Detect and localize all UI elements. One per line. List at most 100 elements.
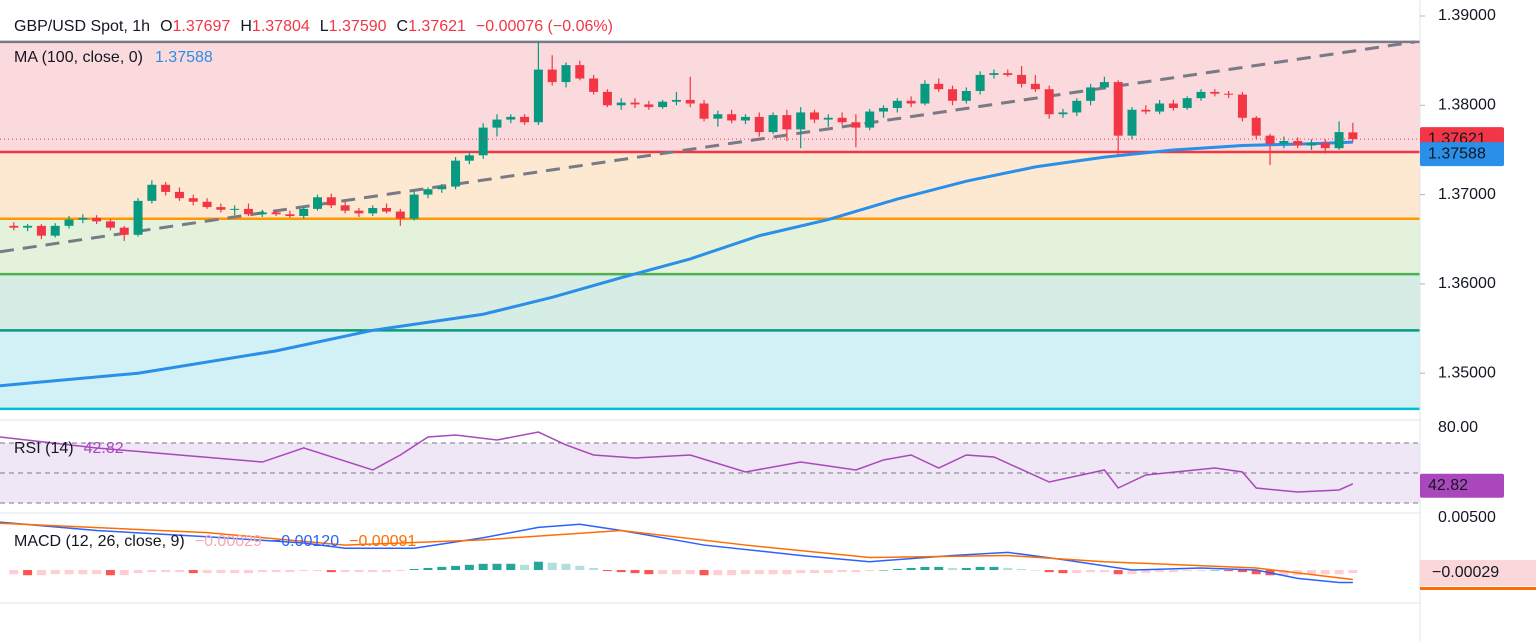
- candle-body: [644, 104, 654, 108]
- macd-histogram-bar: [340, 570, 350, 573]
- candle-body: [685, 99, 695, 104]
- rsi-badge-bg: [1420, 473, 1504, 498]
- candle-body: [520, 116, 530, 123]
- candle-body: [823, 117, 833, 120]
- candle-body: [9, 225, 19, 228]
- macd-histogram-bar: [1182, 570, 1192, 572]
- macd-histogram-bar: [161, 570, 171, 573]
- candle-body: [975, 74, 985, 92]
- rsi-line: [0, 431, 1354, 493]
- macd-histogram-bar: [851, 570, 861, 573]
- low-label: L: [320, 18, 329, 35]
- candle-body: [602, 91, 612, 106]
- macd-histogram-bar: [299, 570, 309, 572]
- candle-body: [50, 225, 60, 236]
- candle-body: [1099, 82, 1109, 88]
- macd-histogram-bar: [575, 565, 585, 571]
- macd-histogram-bar: [961, 567, 971, 571]
- level-band: [0, 218, 1420, 275]
- macd-histogram-bar: [202, 570, 212, 574]
- macd-histogram-bar: [1168, 570, 1178, 573]
- candle-body: [506, 116, 516, 120]
- candle-body: [630, 102, 640, 105]
- macd-histogram-bar: [630, 570, 640, 574]
- macd-histogram-bar: [699, 570, 709, 576]
- candle-body: [161, 184, 171, 192]
- macd-histogram-bar: [119, 570, 129, 576]
- macd-histogram-bar: [78, 570, 88, 575]
- candle-body: [1265, 135, 1275, 144]
- candle-body: [437, 186, 447, 190]
- macd-histogram-bar: [547, 562, 557, 571]
- macd-histogram-bar: [1003, 567, 1013, 571]
- macd-histogram-bar: [271, 570, 281, 573]
- candle-body: [658, 101, 668, 108]
- rsi-badge: 42.82: [1428, 477, 1468, 494]
- candle-body: [727, 114, 737, 121]
- candle-body: [105, 221, 115, 228]
- candle-body: [547, 69, 557, 83]
- candle-body: [796, 112, 806, 130]
- signal-value: −0.00091: [349, 533, 416, 550]
- candle-body: [1155, 103, 1165, 112]
- header: GBP/USD Spot, 1h O1.37697 H1.37804 L1.37590…: [14, 18, 613, 35]
- candle-body: [809, 112, 819, 120]
- candle-body: [326, 197, 336, 206]
- candle-body: [174, 191, 184, 199]
- open-label: O: [160, 18, 172, 35]
- candle-body: [64, 219, 74, 226]
- candle-body: [1182, 98, 1192, 108]
- rsi-tick-label: 80.00: [1438, 419, 1478, 436]
- macd-histogram-bar: [644, 570, 654, 575]
- candle-body: [1044, 89, 1054, 115]
- candle-body: [133, 200, 143, 235]
- candle-body: [1072, 100, 1082, 113]
- candle-body: [340, 205, 350, 211]
- macd-histogram-bar: [313, 570, 323, 572]
- macd-histogram-bar: [1224, 570, 1234, 572]
- candle-body: [202, 201, 212, 208]
- candle-body: [561, 65, 571, 83]
- candle-body: [575, 65, 585, 79]
- open-value: 1.37697: [173, 18, 231, 35]
- macd-histogram-bar: [1086, 570, 1096, 573]
- candle-body: [382, 207, 392, 212]
- macd-label: MACD (12, 26, close, 9) −0.00029 −0.00120−…: [14, 533, 416, 550]
- macd-histogram-bar: [602, 570, 612, 572]
- rsi-label: RSI (14) 42.82: [14, 440, 124, 457]
- candle-body: [1251, 117, 1261, 136]
- macd-histogram-bar: [354, 570, 364, 573]
- macd-histogram-bar: [975, 566, 985, 571]
- macd-histogram-bar: [782, 570, 792, 575]
- candle-body: [533, 69, 543, 123]
- macd-histogram-bar: [92, 570, 102, 575]
- macd-histogram-bar: [1196, 570, 1206, 572]
- macd-histogram-bar: [105, 570, 115, 576]
- signal-line: [0, 522, 1353, 581]
- macd-histogram-bar: [1141, 570, 1151, 574]
- candle-body: [989, 73, 999, 75]
- candle-body: [1196, 91, 1206, 99]
- macd-histogram-bar: [506, 563, 516, 571]
- ma-badge: 1.37588: [1428, 145, 1486, 162]
- macd-histogram-bar: [520, 564, 530, 571]
- candle-body: [616, 102, 626, 106]
- y-tick-label: 1.36000: [1438, 275, 1496, 292]
- candle-body: [1127, 109, 1137, 136]
- candle-body: [92, 217, 102, 222]
- macd-histogram-bar: [478, 563, 488, 571]
- candle-body: [1279, 141, 1289, 144]
- high-label: H: [240, 18, 252, 35]
- candle-body: [478, 127, 488, 156]
- macd-histogram-bar: [533, 561, 543, 571]
- candle-body: [395, 211, 405, 219]
- macd-histogram-bar: [879, 570, 889, 571]
- y-tick-label: 1.38000: [1438, 97, 1496, 114]
- macd-histogram-bar: [23, 570, 33, 576]
- macd-histogram-bar: [616, 570, 626, 573]
- macd-value: −0.00120: [272, 533, 339, 550]
- candle-body: [492, 119, 502, 128]
- macd-histogram-bar: [492, 563, 502, 571]
- candle-body: [243, 208, 253, 215]
- macd-histogram-bar: [1113, 570, 1123, 575]
